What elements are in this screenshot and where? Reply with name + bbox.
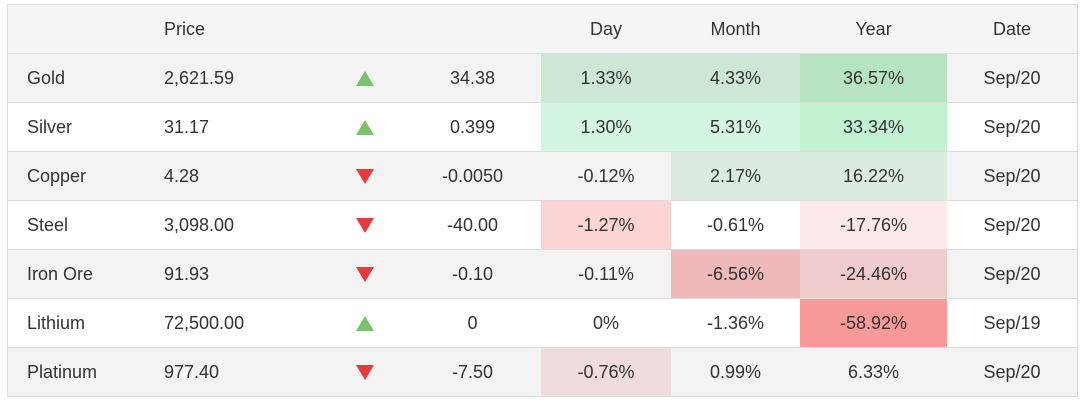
- table-row[interactable]: Iron Ore 91.93 -0.10 -0.11% -6.56% -24.46% Sep…: [8, 249, 1077, 299]
- date-cell: Sep/20: [947, 53, 1077, 103]
- price-cell: 72,500.00: [164, 298, 326, 348]
- day-change-cell: 1.33%: [541, 53, 671, 103]
- header-month[interactable]: Month: [671, 5, 800, 54]
- header-arrow: [326, 5, 404, 54]
- table-row[interactable]: Copper 4.28 -0.0050 -0.12% 2.17% 16.22% Sep/20: [8, 151, 1077, 201]
- change-cell: -40.00: [404, 200, 541, 250]
- change-cell: -7.50: [404, 347, 541, 397]
- year-change-cell: -17.76%: [800, 200, 947, 250]
- table-header-row: Price Day Month Year Date: [8, 5, 1077, 54]
- date-cell: Sep/20: [947, 249, 1077, 299]
- change-cell: 0: [404, 298, 541, 348]
- direction-cell: [326, 151, 404, 201]
- date-cell: Sep/20: [947, 347, 1077, 397]
- header-date[interactable]: Date: [947, 5, 1077, 54]
- price-cell: 3,098.00: [164, 200, 326, 250]
- down-arrow-icon: [356, 365, 374, 381]
- up-arrow-icon: [356, 316, 374, 332]
- day-change-cell: -1.27%: [541, 200, 671, 250]
- commodity-name[interactable]: Platinum: [8, 347, 164, 397]
- down-arrow-icon: [356, 169, 374, 185]
- table-row[interactable]: Platinum 977.40 -7.50 -0.76% 0.99% 6.33% Sep/2…: [8, 347, 1077, 397]
- day-change-cell: -0.12%: [541, 151, 671, 201]
- header-name: [8, 5, 164, 54]
- day-change-cell: 0%: [541, 298, 671, 348]
- year-change-cell: 16.22%: [800, 151, 947, 201]
- up-arrow-icon: [356, 120, 374, 136]
- year-change-cell: -24.46%: [800, 249, 947, 299]
- header-change: [404, 5, 541, 54]
- date-cell: Sep/19: [947, 298, 1077, 348]
- table-row[interactable]: Gold 2,621.59 34.38 1.33% 4.33% 36.57% Sep/20: [8, 53, 1077, 103]
- month-change-cell: 5.31%: [671, 102, 800, 152]
- change-cell: 0.399: [404, 102, 541, 152]
- month-change-cell: -0.61%: [671, 200, 800, 250]
- direction-cell: [326, 53, 404, 103]
- direction-cell: [326, 347, 404, 397]
- month-change-cell: 4.33%: [671, 53, 800, 103]
- change-cell: -0.0050: [404, 151, 541, 201]
- commodity-name[interactable]: Steel: [8, 200, 164, 250]
- year-change-cell: 6.33%: [800, 347, 947, 397]
- direction-cell: [326, 200, 404, 250]
- month-change-cell: -1.36%: [671, 298, 800, 348]
- header-price[interactable]: Price: [164, 5, 326, 54]
- change-cell: -0.10: [404, 249, 541, 299]
- commodity-name[interactable]: Lithium: [8, 298, 164, 348]
- month-change-cell: 0.99%: [671, 347, 800, 397]
- price-cell: 2,621.59: [164, 53, 326, 103]
- year-change-cell: 33.34%: [800, 102, 947, 152]
- header-day[interactable]: Day: [541, 5, 671, 54]
- up-arrow-icon: [356, 71, 374, 87]
- commodity-name[interactable]: Gold: [8, 53, 164, 103]
- date-cell: Sep/20: [947, 102, 1077, 152]
- commodity-name[interactable]: Silver: [8, 102, 164, 152]
- price-cell: 977.40: [164, 347, 326, 397]
- price-cell: 91.93: [164, 249, 326, 299]
- date-cell: Sep/20: [947, 200, 1077, 250]
- month-change-cell: 2.17%: [671, 151, 800, 201]
- table-row[interactable]: Lithium 72,500.00 0 0% -1.36% -58.92% Sep/19: [8, 298, 1077, 348]
- direction-cell: [326, 298, 404, 348]
- day-change-cell: -0.76%: [541, 347, 671, 397]
- price-cell: 31.17: [164, 102, 326, 152]
- down-arrow-icon: [356, 267, 374, 283]
- change-cell: 34.38: [404, 53, 541, 103]
- date-cell: Sep/20: [947, 151, 1077, 201]
- month-change-cell: -6.56%: [671, 249, 800, 299]
- commodities-table: Price Day Month Year Date Gold 2,621.59 34…: [8, 5, 1077, 397]
- direction-cell: [326, 102, 404, 152]
- table-row[interactable]: Steel 3,098.00 -40.00 -1.27% -0.61% -17.76% Se…: [8, 200, 1077, 250]
- commodity-name[interactable]: Copper: [8, 151, 164, 201]
- day-change-cell: -0.11%: [541, 249, 671, 299]
- direction-cell: [326, 249, 404, 299]
- header-year[interactable]: Year: [800, 5, 947, 54]
- down-arrow-icon: [356, 218, 374, 234]
- year-change-cell: -58.92%: [800, 298, 947, 348]
- price-cell: 4.28: [164, 151, 326, 201]
- day-change-cell: 1.30%: [541, 102, 671, 152]
- commodity-name[interactable]: Iron Ore: [8, 249, 164, 299]
- table-row[interactable]: Silver 31.17 0.399 1.30% 5.31% 33.34% Sep/20: [8, 102, 1077, 152]
- commodities-table-container: Price Day Month Year Date Gold 2,621.59 34…: [7, 4, 1078, 397]
- year-change-cell: 36.57%: [800, 53, 947, 103]
